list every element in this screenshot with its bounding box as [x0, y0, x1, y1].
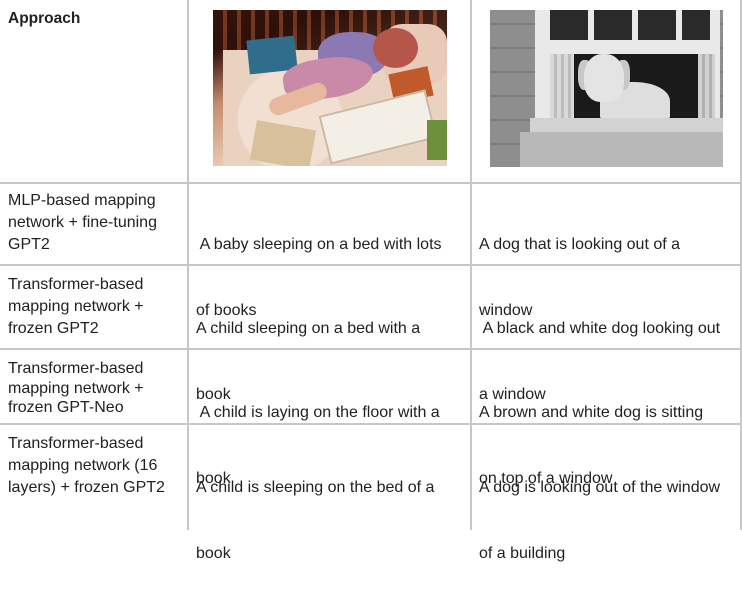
row-2-caption-1: A child sleeping on a bed with a book [196, 320, 421, 403]
row-divider [0, 182, 742, 184]
row-divider [0, 423, 742, 425]
row-divider [0, 264, 742, 266]
row-3-caption-2: A brown and white dog is sitting on top … [479, 404, 704, 487]
header-approach: Approach [8, 10, 81, 27]
results-table: Approach MLP-based mapping network + fin… [0, 0, 742, 562]
row-1-caption-2: A dog that is looking out of a window [479, 236, 681, 319]
row-2-caption-2: A black and white dog looking out a wind… [479, 320, 721, 403]
row-4-caption-2: A dog is looking out of the window of a … [479, 479, 721, 562]
row-2-approach: Transformer-based mapping network + froz… [8, 276, 144, 337]
row-1-approach: MLP-based mapping network + fine-tuning … [8, 192, 157, 253]
row-3-caption-1: A child is laying on the floor with a bo… [196, 404, 440, 487]
photo-baby-sleeping-books [213, 10, 447, 166]
row-3-approach: Transformer-based mapping network + froz… [8, 360, 144, 416]
row-1-caption-1: A baby sleeping on a bed with lots of bo… [196, 236, 442, 319]
photo-dog-window-grayscale [490, 10, 723, 167]
row-divider [0, 348, 742, 350]
row-4-caption-1: A child is sleeping on the bed of a book [196, 479, 435, 562]
row-4-approach: Transformer-based mapping network (16 la… [8, 435, 165, 496]
